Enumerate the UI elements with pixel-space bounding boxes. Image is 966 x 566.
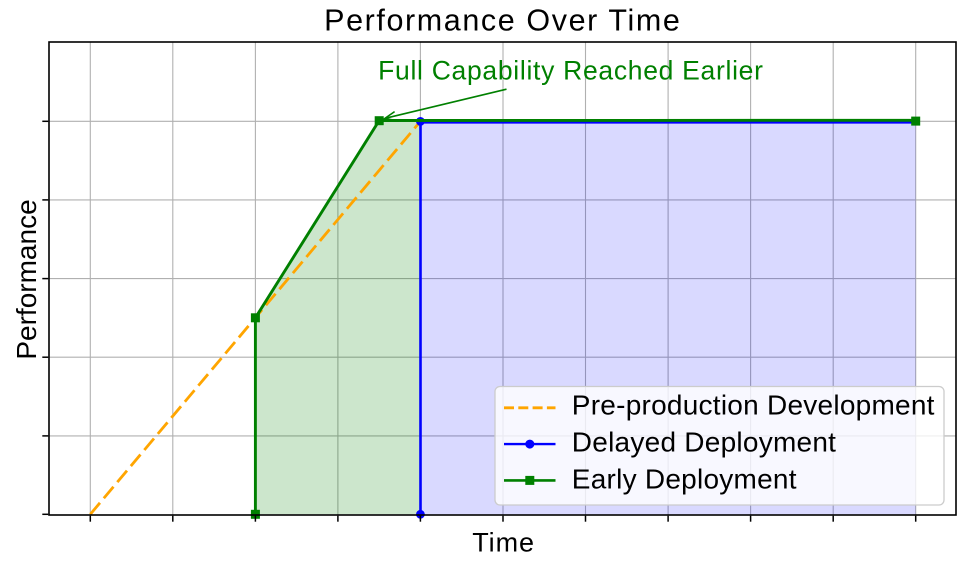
svg-text:Full Capability Reached Earlie: Full Capability Reached Earlier bbox=[378, 56, 764, 86]
svg-text:Early Deployment: Early Deployment bbox=[572, 463, 797, 494]
svg-text:Performance Over Time: Performance Over Time bbox=[324, 4, 681, 38]
svg-text:Performance: Performance bbox=[11, 199, 42, 359]
svg-text:Delayed Deployment: Delayed Deployment bbox=[572, 427, 836, 458]
svg-text:Pre-production Development: Pre-production Development bbox=[572, 390, 935, 421]
svg-text:Time: Time bbox=[472, 528, 535, 558]
